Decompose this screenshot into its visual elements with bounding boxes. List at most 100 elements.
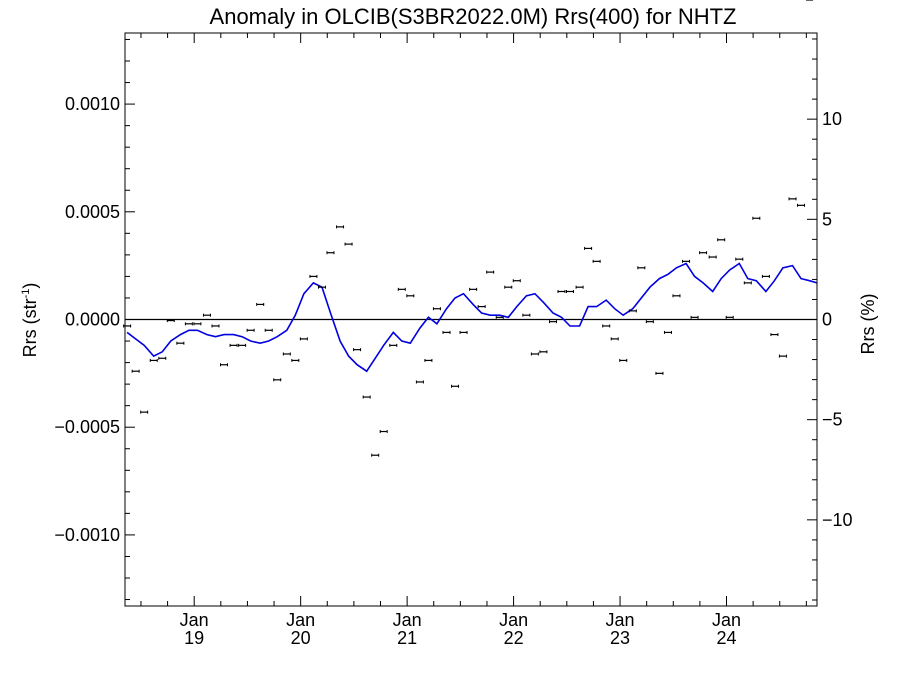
data-point [184,322,193,326]
data-point [211,324,220,328]
x-tick-month: Jan [180,610,209,630]
data-point [229,343,238,347]
data-point [397,287,406,291]
data-point [797,203,806,207]
left-y-axis-label-main: Rrs (str [20,298,40,357]
data-point [353,348,362,352]
data-point [406,294,415,298]
data-point [166,319,175,323]
data-point [584,246,593,250]
data-point [663,330,672,334]
data-point [522,313,531,317]
right-y-axis-label: Rrs (%) [858,294,878,355]
data-point [344,242,353,246]
svg-text:Rrs (str-1): Rrs (str-1) [20,283,40,358]
data-point [273,378,282,382]
x-tick-month: Jan [393,610,422,630]
data-point [725,315,734,319]
data-point [743,281,752,285]
data-point [317,285,326,289]
data-point [424,358,433,362]
left-y-axis-label: Rrs (str-1) [20,283,40,358]
smoothed-line [126,262,818,373]
x-tick-year: 23 [610,628,630,648]
plot-frame [124,32,818,607]
data-point [238,343,247,347]
left-y-axis-label-close: ) [20,283,40,289]
data-point [682,259,691,263]
data-point [336,225,345,229]
data-point [264,328,273,332]
data-point [690,315,699,319]
data-point [389,343,398,347]
right-y-ticks: 10 5 0 −5 −10 [807,38,853,601]
data-point [176,341,185,345]
data-point [539,350,548,354]
data-point [717,238,726,242]
data-point [672,294,681,298]
data-point [512,279,521,283]
data-point [619,358,628,362]
data-point [193,322,202,326]
left-tick-label: −0.0010 [54,525,120,545]
data-point [326,251,335,255]
data-point [291,358,300,362]
data-point [379,430,388,434]
data-point [451,384,460,388]
data-point [557,289,566,293]
monthly-anomaly-points [123,0,814,457]
data-point [699,251,708,255]
data-point [469,287,478,291]
right-tick-label: 10 [822,109,842,129]
data-point [282,352,291,356]
right-tick-label: 0 [822,310,832,330]
data-point [432,307,441,311]
left-tick-label: −0.0005 [54,417,120,437]
data-point [477,305,486,309]
data-point [566,289,575,293]
data-point [415,380,424,384]
data-point [442,330,451,334]
right-tick-label: −10 [822,510,853,530]
data-point [645,320,654,324]
data-point [708,255,717,259]
data-point [486,270,495,274]
data-point [735,257,744,261]
data-point [362,395,371,399]
data-point [299,337,308,341]
x-tick-month: Jan [286,610,315,630]
data-point [778,354,787,358]
x-tick-month: Jan [712,610,741,630]
data-point [220,363,229,367]
data-point [140,410,149,414]
x-tick-month: Jan [606,610,635,630]
data-point [131,369,140,373]
data-point [655,371,664,375]
left-tick-label: 0.0005 [65,202,120,222]
data-point [575,285,584,289]
chart-title: Anomaly in OLCIB(S3BR2022.0M) Rrs(400) f… [210,4,737,29]
data-point [504,285,513,289]
x-tick-year: 21 [397,628,417,648]
x-tick-month: Jan [499,610,528,630]
data-point [610,337,619,341]
data-point [459,330,468,334]
right-tick-label: 5 [822,209,832,229]
smoothed-series [126,262,818,373]
data-point [637,266,646,270]
data-point [149,358,158,362]
data-point [530,352,539,356]
data-point [788,197,797,201]
x-tick-year: 22 [504,628,524,648]
x-tick-year: 20 [291,628,311,648]
data-point [761,274,770,278]
data-point [246,328,255,332]
x-tick-year: 24 [716,628,736,648]
left-y-axis-label-sup: -1 [20,289,32,299]
data-point [495,315,504,319]
data-point [770,333,779,337]
right-tick-label: −5 [822,410,843,430]
data-point [592,259,601,263]
left-y-ticks: 0.0010 0.0005 0.0000 −0.0005 −0.0010 [54,38,135,601]
